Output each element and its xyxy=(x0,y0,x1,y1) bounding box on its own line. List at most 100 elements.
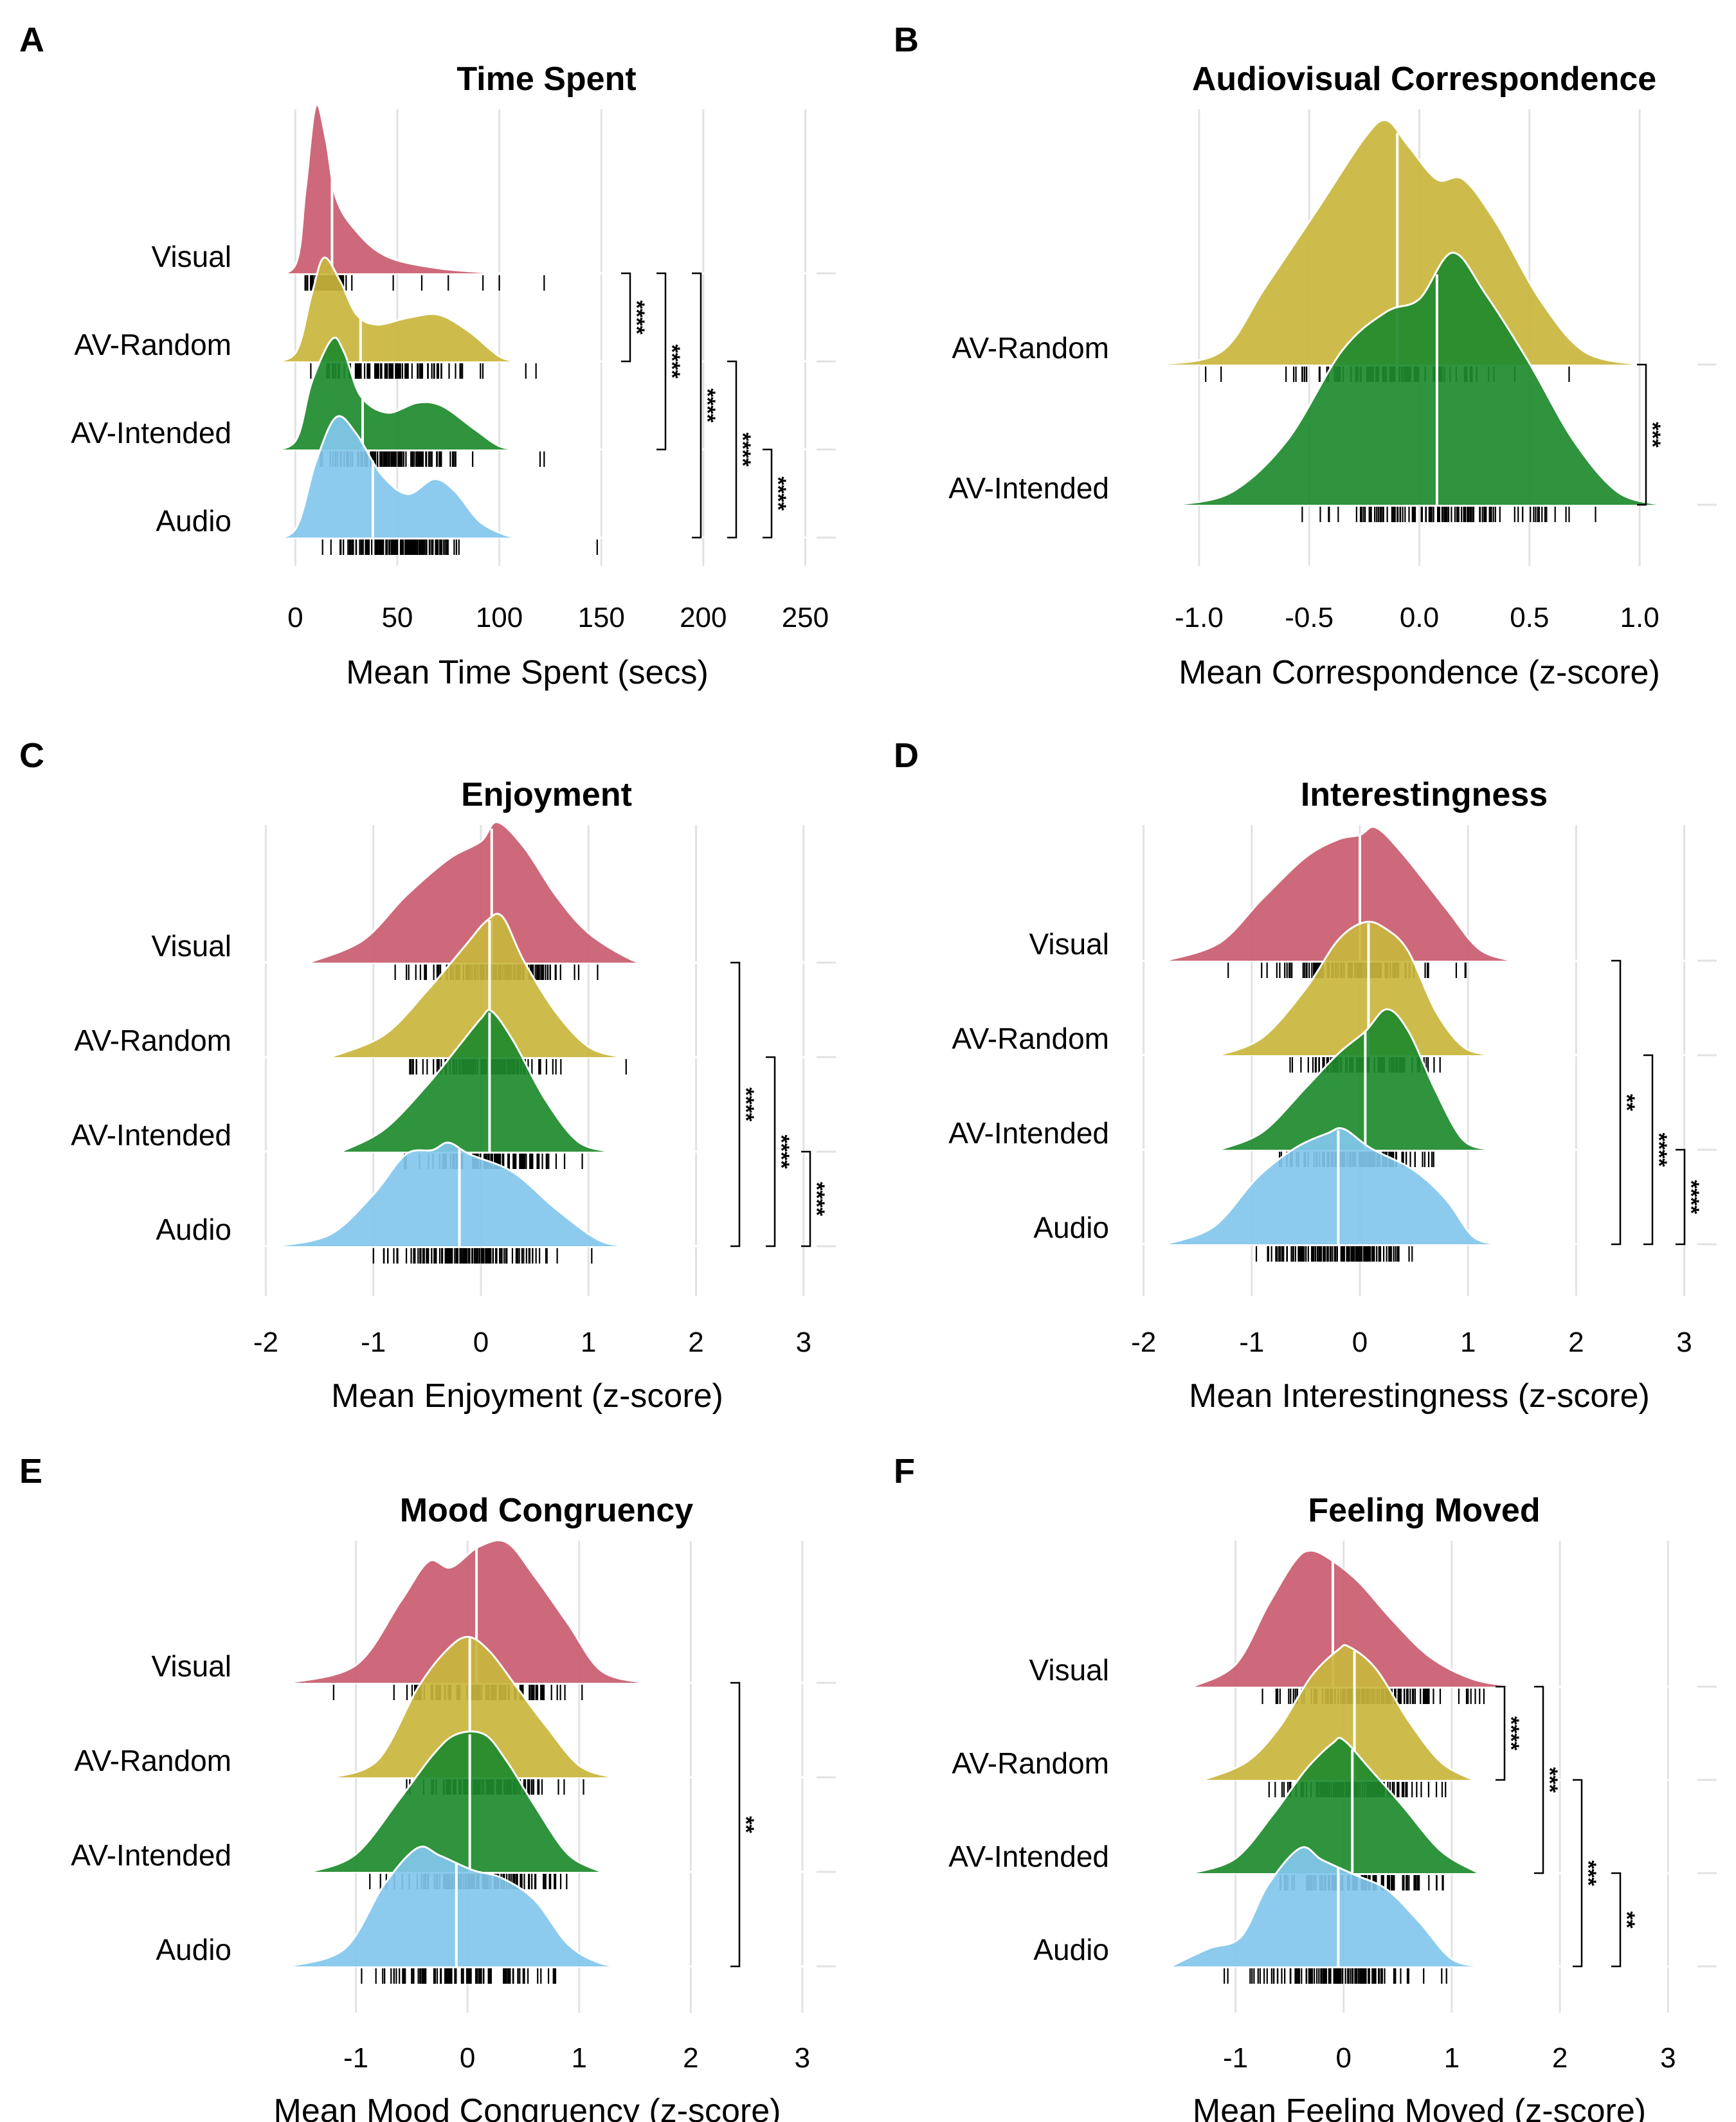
category-label: Visual xyxy=(152,1649,231,1683)
significance-label: **** xyxy=(695,388,719,423)
bracket-line xyxy=(1611,959,1622,1246)
density-fill xyxy=(1219,921,1490,1055)
significance-bracket: *** xyxy=(1534,1685,1562,1874)
x-tick-label: -1.0 xyxy=(1175,602,1224,633)
density-outline xyxy=(1170,1846,1485,1968)
ridge-audio xyxy=(238,415,817,555)
density-fill xyxy=(1203,1645,1474,1780)
panel-title: Feeling Moved xyxy=(1308,1492,1540,1529)
category-label: Audio xyxy=(156,504,231,538)
density-fill xyxy=(1165,1128,1501,1244)
x-tick-label: -0.5 xyxy=(1285,602,1334,633)
bracket-line xyxy=(1611,1872,1622,1968)
density-fill xyxy=(289,1540,646,1683)
significance-label: *** xyxy=(1640,422,1665,448)
significance-bracket: *** xyxy=(1637,363,1665,506)
rug-audio xyxy=(1255,1246,1413,1262)
panel-letter: C xyxy=(19,736,44,775)
ridge-av-random xyxy=(1116,1644,1697,1797)
density-outline xyxy=(308,821,653,964)
density-fill xyxy=(1170,1847,1485,1966)
category-label: Audio xyxy=(1033,1933,1109,1966)
x-tick-label: 0 xyxy=(473,1327,489,1358)
significance-bracket: **** xyxy=(692,272,719,539)
bracket-line xyxy=(727,360,737,539)
density-outline xyxy=(264,104,500,275)
density-outline xyxy=(289,1539,647,1684)
significance-bracket: **** xyxy=(621,272,649,363)
density-outline xyxy=(340,1009,611,1153)
bracket-line xyxy=(1643,1054,1654,1246)
significance-bracket: ** xyxy=(730,1682,758,1968)
category-label: Audio xyxy=(156,1933,231,1966)
category-label: AV-Random xyxy=(952,1022,1109,1055)
panel-b: B Audiovisual Correspondence -1.0 -0.5 0.0 0.… xyxy=(894,21,1717,691)
density-fill xyxy=(264,416,520,538)
bracket-line xyxy=(1573,1779,1583,1968)
ridge-av-random xyxy=(238,257,817,379)
x-tick-label: 150 xyxy=(577,602,624,633)
significance-label: ** xyxy=(734,1816,758,1833)
panel-c: C Enjoyment -2 -1 0 1 2 3 Visual AV-Random AV-Inte… xyxy=(19,736,836,1415)
x-axis-label: Mean Time Spent (secs) xyxy=(346,654,709,691)
significance-label: **** xyxy=(730,433,755,467)
x-tick-label: 1 xyxy=(1444,2042,1460,2074)
x-tick-label: 1.0 xyxy=(1620,602,1659,633)
x-tick-label: 2 xyxy=(1552,2042,1568,2074)
x-tick-label: 2 xyxy=(688,1327,703,1358)
density-fill xyxy=(333,1637,613,1777)
x-tick-label: 0.0 xyxy=(1400,602,1439,633)
significance-label: ** xyxy=(1614,1094,1639,1111)
ridge-audio xyxy=(1116,1846,1697,1984)
x-tick-label: 100 xyxy=(476,602,523,633)
rug-av-intended xyxy=(1301,507,1596,522)
density-outline xyxy=(333,1635,613,1779)
x-tick-label: 2 xyxy=(683,2042,698,2074)
x-tick-label: 250 xyxy=(782,602,829,633)
density-fill xyxy=(309,822,653,963)
bracket-line xyxy=(692,272,702,539)
density-outline xyxy=(1218,920,1490,1056)
x-tick-label: 0.5 xyxy=(1510,602,1549,633)
panel-title: Time Spent xyxy=(457,60,636,98)
category-label: AV-Intended xyxy=(948,1116,1109,1150)
panel-letter: F xyxy=(894,1452,915,1491)
panel-a: A Time Spent 0 50 100 150 200 250 Visual AV-Rando… xyxy=(19,21,836,691)
density-outline xyxy=(288,1845,635,1968)
x-tick-label: 0 xyxy=(287,602,303,633)
bracket-line xyxy=(730,961,741,1247)
category-label: AV-Intended xyxy=(71,1838,231,1872)
rug-audio xyxy=(361,1968,557,1984)
x-tick-label: 3 xyxy=(796,1327,811,1358)
rug-audio xyxy=(321,540,598,555)
panel-letter: B xyxy=(894,21,919,59)
ridge-av-intended xyxy=(1116,1008,1697,1167)
density-fill xyxy=(276,1142,632,1246)
category-label: Visual xyxy=(152,240,231,273)
x-tick-label: 1 xyxy=(581,1327,596,1358)
density-fill xyxy=(311,1731,602,1872)
density-outline xyxy=(264,257,520,363)
significance-label: **** xyxy=(624,300,649,335)
category-label: Visual xyxy=(152,929,231,963)
significance-bracket: **** xyxy=(766,1056,793,1247)
category-label: AV-Intended xyxy=(71,416,231,449)
panel-d: D Interestingness -2 -1 0 1 2 3 Visual AV-Random A… xyxy=(894,736,1717,1415)
x-axis-label: Mean Enjoyment (z-score) xyxy=(331,1377,723,1415)
significance-label: **** xyxy=(804,1182,829,1217)
x-tick-label: 3 xyxy=(1676,1327,1692,1358)
bracket-line xyxy=(763,448,773,539)
panel-f: F Feeling Moved -1 0 1 2 3 Visual AV-Random AV-In… xyxy=(894,1452,1717,2122)
significance-bracket: **** xyxy=(1496,1685,1523,1781)
x-tick-label: -2 xyxy=(253,1327,278,1358)
density-outline xyxy=(1218,1008,1490,1151)
x-tick-label: 1 xyxy=(1460,1327,1476,1358)
bracket-line xyxy=(801,1150,811,1247)
panel-letter: E xyxy=(19,1452,42,1491)
x-axis-label: Mean Feeling Moved (z-score) xyxy=(1193,2092,1646,2122)
density-fill xyxy=(264,104,500,274)
significance-bracket: ** xyxy=(1611,1872,1639,1968)
category-label: Visual xyxy=(1029,927,1109,961)
bracket-line xyxy=(1534,1685,1544,1874)
